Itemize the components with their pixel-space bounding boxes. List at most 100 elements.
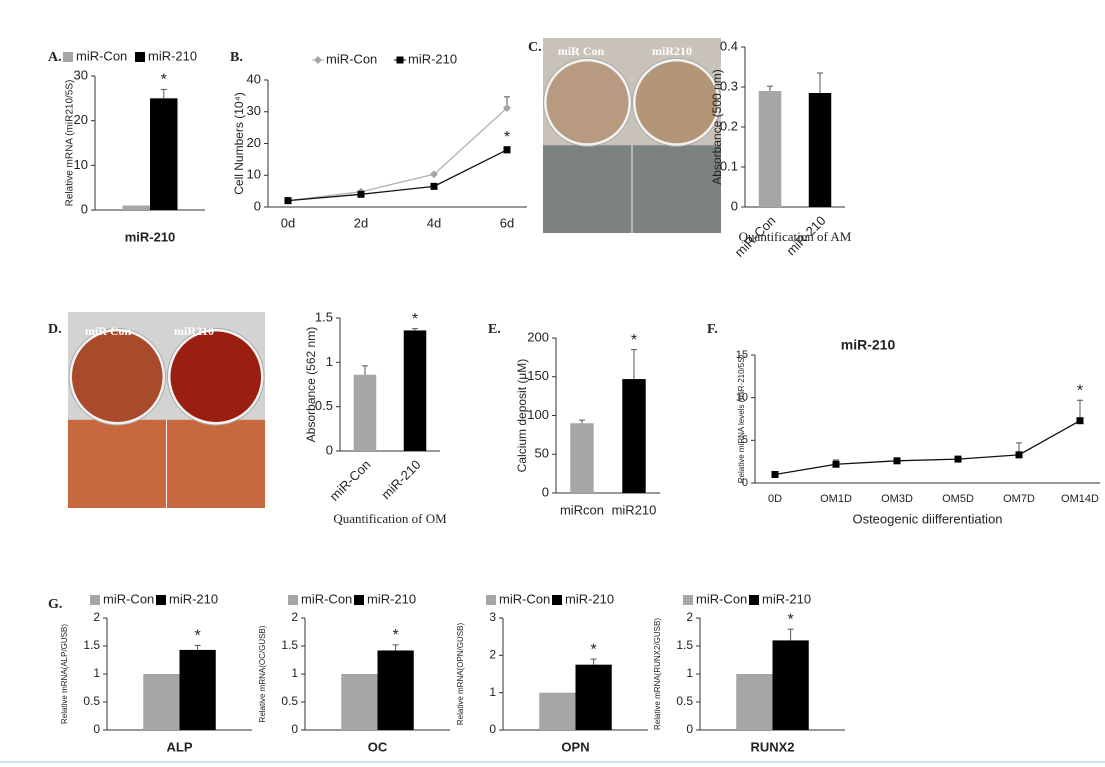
y-tick-label: 1.5 xyxy=(315,309,333,324)
y-tick-label: 1.5 xyxy=(83,638,100,652)
point xyxy=(954,455,962,463)
panel-label: B. xyxy=(230,50,243,65)
line xyxy=(287,149,508,202)
legend-label: miR-Con xyxy=(696,591,747,606)
y-tick-label: 10 xyxy=(74,157,88,172)
legend-label: miR-210 xyxy=(408,51,457,66)
point xyxy=(893,457,901,465)
legend-swatch xyxy=(90,595,100,605)
y-tick-label: 0.5 xyxy=(315,398,333,413)
y-tick-label: 5 xyxy=(742,434,748,446)
y-tick-label: 0 xyxy=(254,198,261,213)
point xyxy=(1076,417,1084,425)
y-tick-label: 0 xyxy=(686,722,693,736)
y-axis-label: Calcium deposit (μM) xyxy=(515,359,529,473)
bar xyxy=(736,674,773,730)
point xyxy=(430,170,438,179)
photo-label: miR Con xyxy=(85,324,132,338)
y-tick-label: 1 xyxy=(93,666,100,680)
bar xyxy=(772,640,809,730)
y-tick-label: 1 xyxy=(489,685,496,699)
x-tick-label: OM7D xyxy=(1003,493,1035,505)
legend-label: miR-Con xyxy=(326,51,377,66)
bar xyxy=(622,379,646,493)
panel-label: E. xyxy=(488,322,501,337)
legend-swatch xyxy=(749,595,759,605)
line xyxy=(774,420,1081,476)
panel-label: C. xyxy=(528,40,542,55)
legend-swatch xyxy=(552,595,562,605)
significance: * xyxy=(195,628,201,645)
x-tick-label: 0d xyxy=(281,215,295,230)
x-tick-label: miR210 xyxy=(612,502,657,517)
dish xyxy=(170,331,262,422)
legend-label: miR-210 xyxy=(367,591,416,606)
y-tick-label: 30 xyxy=(247,103,261,118)
legend-label: miR-Con xyxy=(103,591,154,606)
bar xyxy=(143,674,180,730)
bar xyxy=(403,330,427,451)
y-axis-label: Relative mRNA(RUNX2/GUSB) xyxy=(653,618,662,730)
panel-label: A. xyxy=(48,50,62,65)
x-axis-label: Quantification of AM xyxy=(739,229,852,244)
y-axis-label: Relative mRNA (miR210/5S) xyxy=(65,80,76,207)
legend-label: miR-Con xyxy=(301,591,352,606)
y-tick-label: 0 xyxy=(81,201,88,216)
y-tick-label: 2 xyxy=(686,610,693,624)
y-tick-label: 0.4 xyxy=(720,38,738,53)
bar xyxy=(758,91,782,207)
point xyxy=(503,146,511,154)
y-tick-label: 0 xyxy=(742,477,748,489)
y-tick-label: 2 xyxy=(291,610,298,624)
y-tick-label: 0.3 xyxy=(720,78,738,93)
y-tick-label: 100 xyxy=(527,407,549,422)
x-axis-label: Quantification of OM xyxy=(333,511,447,526)
y-tick-label: 1.5 xyxy=(676,638,693,652)
dish xyxy=(546,61,629,144)
x-tick-label: 4d xyxy=(427,215,441,230)
significance: * xyxy=(1077,382,1083,399)
x-tick-label: OM14D xyxy=(1061,493,1099,505)
y-tick-label: 10 xyxy=(247,167,261,182)
bar xyxy=(353,374,377,451)
x-tick-label: RUNX2 xyxy=(750,739,794,754)
legend-swatch xyxy=(288,595,298,605)
point xyxy=(771,470,779,478)
point xyxy=(284,197,292,205)
y-tick-label: 0 xyxy=(489,722,496,736)
x-tick-label: OM3D xyxy=(881,493,913,505)
legend-swatch xyxy=(135,52,145,62)
significance: * xyxy=(631,332,637,349)
y-axis-label: Relative mRNA(OC/GUSB) xyxy=(258,625,267,722)
y-tick-label: 1 xyxy=(686,666,693,680)
legend-swatch xyxy=(156,595,166,605)
chart-title: miR-210 xyxy=(841,337,896,353)
x-tick-label: 6d xyxy=(500,215,514,230)
legend-label: miR-Con xyxy=(499,591,550,606)
bar xyxy=(179,649,216,730)
significance: * xyxy=(591,641,597,658)
panel-label: G. xyxy=(48,597,62,612)
legend-marker xyxy=(314,56,322,64)
y-tick-label: 0 xyxy=(291,722,298,736)
dish xyxy=(71,331,163,422)
y-tick-label: 30 xyxy=(74,67,88,82)
legend-label: miR-Con xyxy=(76,48,127,63)
x-tick-label: 2d xyxy=(354,215,368,230)
y-axis-label: Relative mRNA(OPN/GUSB) xyxy=(456,623,465,726)
photo-label: miR210 xyxy=(652,44,692,58)
y-tick-label: 1 xyxy=(326,354,333,369)
point xyxy=(1015,451,1023,459)
x-tick-label: ALP xyxy=(167,739,193,754)
bar xyxy=(808,93,832,207)
legend-label: miR-210 xyxy=(169,591,218,606)
significance: * xyxy=(504,129,510,146)
y-tick-label: 200 xyxy=(527,329,549,344)
y-tick-label: 0.5 xyxy=(83,694,100,708)
significance: * xyxy=(788,611,794,628)
y-tick-label: 0.5 xyxy=(281,694,298,708)
y-tick-label: 0 xyxy=(542,484,549,499)
legend-label: miR-210 xyxy=(148,48,197,63)
dish xyxy=(635,61,718,144)
